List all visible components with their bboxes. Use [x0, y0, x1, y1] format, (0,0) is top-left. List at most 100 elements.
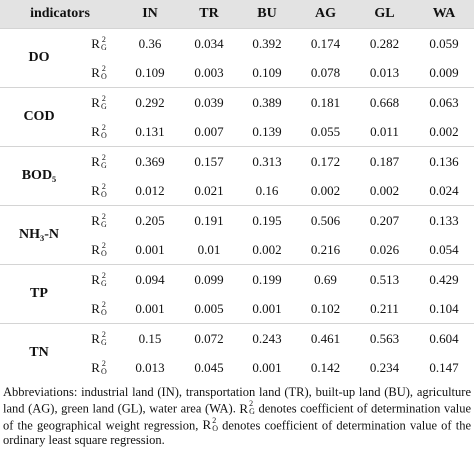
symbol-letter: R: [91, 212, 100, 228]
value-cell: 0.506: [296, 205, 356, 235]
note-text: Abbreviations: industrial land (IN), tra…: [3, 385, 471, 416]
value-cell: 0.099: [180, 264, 239, 294]
symbol-letter: R: [91, 182, 100, 198]
value-cell: 0.313: [238, 146, 297, 176]
value-cell: 0.205: [120, 205, 181, 235]
value-cell: 0.026: [369, 241, 400, 257]
value-cell: 0.133: [414, 205, 474, 235]
value-cell: 0.072: [180, 323, 239, 353]
value-cell: 0.094: [120, 264, 181, 294]
value-cell: 0.243: [238, 323, 297, 353]
data-row: COD R 2 G 0.292 0.039 0.389 0.181 0.668 0.063: [0, 87, 474, 147]
value-cell: 0.216: [310, 241, 341, 257]
superscript: 2: [212, 415, 217, 425]
value-cell: 0.039: [180, 87, 239, 117]
indicator-cell: NH₃-N: [0, 205, 78, 265]
value-cell: 0.013: [369, 64, 400, 80]
value-cell: 0.136: [414, 146, 474, 176]
value-cell: 0.191: [180, 205, 239, 235]
note-text: denotes coefficient of determination val…: [3, 401, 472, 433]
data-row: R 2 O 0.131 0.007 0.139 0.055 0.011 0.002: [0, 117, 474, 147]
symbol-letter: R: [91, 330, 100, 346]
superscript: 2: [101, 329, 106, 339]
data-row: R 2 O 0.012 0.021 0.16 0.002 0.002 0.024: [0, 176, 474, 206]
value-cell: 0.102: [310, 300, 341, 316]
value-cell: 0.199: [238, 264, 297, 294]
note-text: denotes coefficient of determination val…: [3, 418, 472, 448]
value-cell: 0.142: [310, 359, 341, 375]
value-cell: 0.054: [429, 241, 459, 257]
value-cell: 0.002: [429, 123, 459, 139]
value-cell: 0.012: [135, 182, 165, 198]
value-cell: 0.429: [414, 264, 474, 294]
subscript: O: [100, 366, 107, 376]
data-row: R 2 O 0.001 0.005 0.001 0.102 0.211 0.104: [0, 294, 474, 324]
subscript: G: [100, 337, 107, 347]
value-cell: 0.002: [369, 182, 400, 198]
symbol-letter: R: [239, 400, 249, 416]
value-cell: 0.003: [194, 64, 224, 80]
value-cell: 0.139: [252, 123, 282, 139]
superscript: 2: [101, 181, 106, 191]
value-cell: 0.001: [252, 359, 282, 375]
value-cell: 0.207: [355, 205, 415, 235]
superscript: 2: [101, 299, 106, 309]
indicator-cell: BOD₅: [0, 146, 78, 206]
subscript: O: [212, 423, 218, 433]
value-cell: 0.109: [135, 64, 165, 80]
value-cell: 0.563: [355, 323, 415, 353]
superscript: 2: [101, 122, 106, 132]
value-cell: 0.195: [238, 205, 297, 235]
subscript: G: [100, 219, 107, 229]
superscript: 2: [249, 399, 254, 409]
value-cell: 0.36: [120, 28, 181, 58]
superscript: 2: [101, 240, 106, 250]
data-row: BOD₅ R 2 G 0.369 0.157 0.313 0.172 0.187 0.136: [0, 146, 474, 206]
superscript: 2: [101, 63, 106, 73]
symbol-letter: R: [91, 94, 100, 110]
data-row: R 2 O 0.001 0.01 0.002 0.216 0.026 0.054: [0, 235, 474, 265]
symbol-letter: R: [91, 64, 100, 80]
value-cell: 0.034: [180, 28, 239, 58]
data-row: DO R 2 G 0.36 0.034 0.392 0.174 0.282 0.059: [0, 28, 474, 88]
superscript: 2: [101, 211, 106, 221]
value-cell: 0.147: [429, 359, 459, 375]
value-cell: 0.001: [135, 300, 165, 316]
subscript: O: [100, 248, 107, 258]
value-cell: 0.369: [120, 146, 181, 176]
data-table: indicators IN TR BU AG GL WA DO R 2 G 0.36 0.034 0.3…: [0, 0, 474, 382]
header-cell: TR: [180, 0, 239, 29]
value-cell: 0.005: [194, 300, 224, 316]
value-cell: 0.172: [296, 146, 356, 176]
value-cell: 0.668: [355, 87, 415, 117]
symbol-letter: R: [91, 123, 100, 139]
value-cell: 0.055: [310, 123, 341, 139]
superscript: 2: [101, 152, 106, 162]
